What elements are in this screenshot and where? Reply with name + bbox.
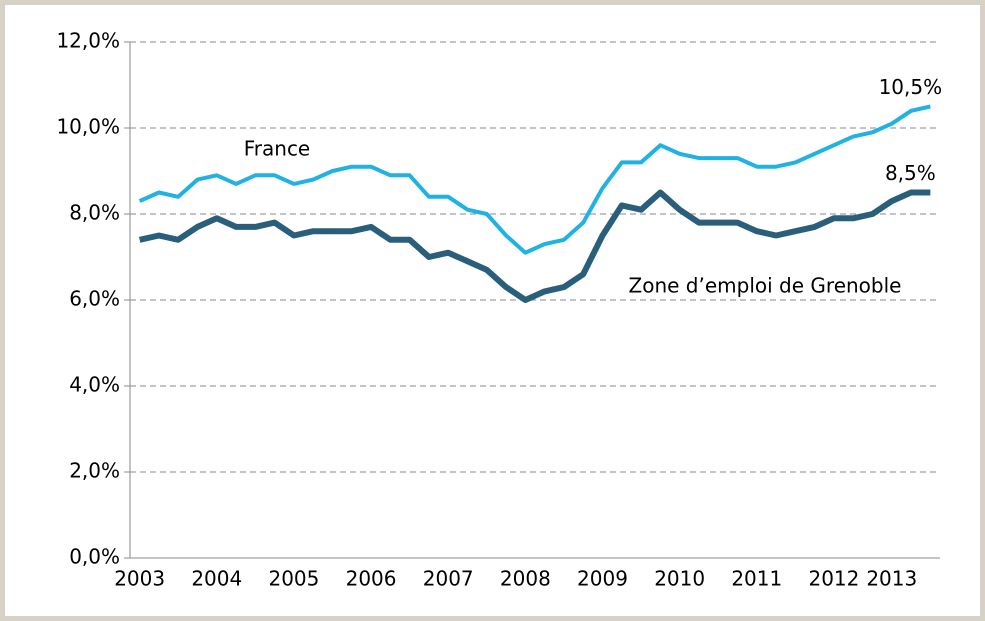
x-tick-label: 2008 <box>500 567 551 591</box>
y-tick-label: 10,0% <box>56 115 120 139</box>
x-tick-label: 2011 <box>731 567 782 591</box>
series-line <box>138 189 931 303</box>
y-tick-label: 6,0% <box>69 287 120 311</box>
x-tick-label: 2004 <box>191 567 242 591</box>
series-label: France <box>244 137 311 161</box>
data-label: 10,5% <box>879 75 943 99</box>
y-tick-label: 0,0% <box>69 545 120 569</box>
x-tick-label: 2006 <box>346 567 397 591</box>
y-tick-label: 12,0% <box>56 29 120 53</box>
chart-background <box>5 5 980 616</box>
x-tick-label: 2009 <box>577 567 628 591</box>
data-label: 8,5% <box>885 161 936 185</box>
x-tick-label: 2013 <box>866 567 917 591</box>
y-tick-label: 2,0% <box>69 459 120 483</box>
x-tick-label: 2007 <box>423 567 474 591</box>
y-tick-label: 8,0% <box>69 201 120 225</box>
y-tick-label: 4,0% <box>69 373 120 397</box>
x-tick-label: 2012 <box>808 567 859 591</box>
x-tick-label: 2003 <box>114 567 165 591</box>
series-label: Zone d’emploi de Grenoble <box>629 274 902 298</box>
series-line <box>138 104 931 255</box>
x-tick-label: 2005 <box>268 567 319 591</box>
x-tick-label: 2010 <box>654 567 705 591</box>
